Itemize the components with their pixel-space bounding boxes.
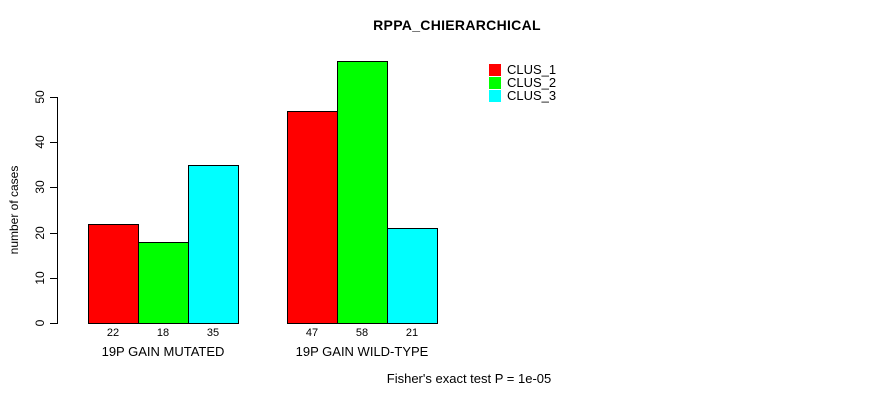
bar-clus-3-2 — [387, 228, 438, 324]
x-category-label: 19P GAIN MUTATED — [101, 344, 225, 359]
legend-label-clus-1: CLUS_1 — [507, 62, 557, 77]
y-tick-label: 30 — [33, 180, 47, 194]
bar-value-label: 22 — [106, 327, 120, 339]
bar-value-label: 47 — [305, 327, 319, 339]
y-tick-label: 40 — [33, 135, 47, 149]
bar-value-label: 21 — [405, 327, 419, 339]
bar-clus-2-2 — [337, 61, 388, 324]
y-tick — [50, 97, 57, 98]
bar-clus-3-1 — [188, 165, 239, 324]
bar-value-label: 35 — [206, 327, 220, 339]
y-tick-label: 10 — [33, 271, 47, 285]
legend-label-clus-3: CLUS_3 — [507, 88, 557, 103]
y-tick — [50, 278, 57, 279]
bar-value-label: 58 — [355, 327, 369, 339]
bar-clus-1-1 — [88, 224, 139, 324]
y-tick — [50, 142, 57, 143]
legend-label-clus-2: CLUS_2 — [507, 75, 557, 90]
x-category-label: 19P GAIN WILD-TYPE — [295, 344, 429, 359]
legend: CLUS_1 CLUS_2 CLUS_3 — [489, 62, 557, 103]
y-tick — [50, 187, 57, 188]
legend-item-clus-2: CLUS_2 — [489, 75, 557, 90]
y-tick — [50, 233, 57, 234]
chart-title: RPPA_CHIERARCHICAL — [373, 17, 541, 33]
legend-item-clus-3: CLUS_3 — [489, 88, 557, 103]
y-tick-label: 50 — [33, 90, 47, 104]
y-tick-label: 20 — [33, 226, 47, 240]
annotation-fishers-test: Fisher's exact test P = 1e-05 — [386, 371, 552, 386]
legend-swatch-clus-3 — [489, 89, 501, 102]
y-axis-label: number of cases — [7, 165, 21, 255]
y-tick-label: 0 — [33, 319, 47, 327]
legend-swatch-clus-2 — [489, 76, 501, 89]
y-axis-line — [57, 97, 58, 324]
bar-clus-2-1 — [138, 242, 189, 324]
bar-clus-1-2 — [287, 111, 338, 324]
legend-swatch-clus-1 — [489, 63, 501, 76]
legend-item-clus-1: CLUS_1 — [489, 62, 557, 77]
bar-value-label: 18 — [156, 327, 170, 339]
y-tick — [50, 323, 57, 324]
